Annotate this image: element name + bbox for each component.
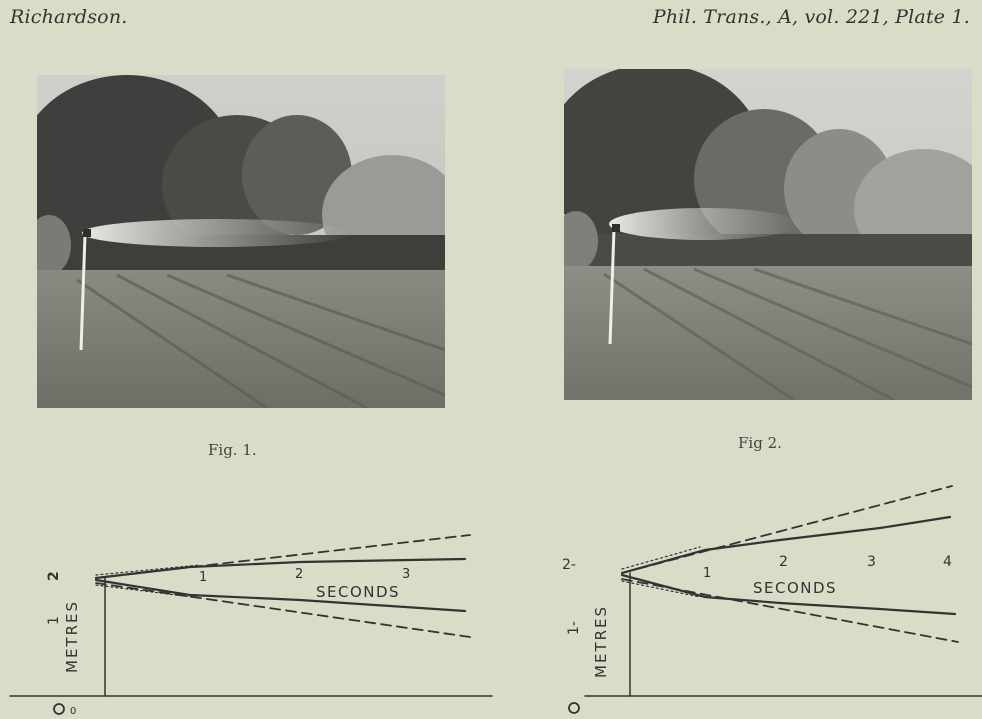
graph-right-lower-dashed [621, 578, 959, 643]
graph-left-lower-dashed [95, 582, 471, 638]
trajectory-graphs: 2 1 METRES 1 2 3 SECONDS 2- 1- METRES 0 … [9, 485, 982, 717]
photo-fig-1 [37, 75, 445, 408]
plate-author: Richardson. [10, 6, 128, 28]
graph-left-xlabel: SECONDS [316, 583, 400, 601]
graph-left-x-tick-1: 1 [199, 570, 207, 585]
graph-left-y-tick-2: 2 [46, 571, 62, 581]
graph-right-upper-dotted [621, 546, 701, 570]
graph-right-y-tick-1: 1- [566, 621, 582, 635]
graph-left-upper-dotted [95, 564, 201, 576]
graph-left-ylabel: METRES [63, 600, 81, 673]
graph-right-y-tick-2: 2- [562, 557, 576, 573]
caption-fig-1: Fig. 1. [208, 441, 257, 459]
plate-citation: Phil. Trans., A, vol. 221, Plate 1. [652, 6, 970, 28]
photo-fig-2 [564, 69, 972, 400]
graph-left-lower-dotted [95, 584, 201, 599]
graph-right-origin-zero [568, 702, 580, 714]
graph-right-x-tick-2: 2 [779, 554, 788, 570]
graph-right-x-tick-4: 4 [943, 554, 952, 570]
graph-left-x-tick-3: 3 [402, 567, 410, 582]
graph-right-upper-dashed [621, 485, 953, 574]
graph-left-lower-solid [94, 578, 467, 613]
graph-right-x-tick-1: 1 [703, 566, 711, 581]
graph-right-xlabel: SECONDS [753, 579, 837, 597]
graph-right-ylabel: METRES [592, 605, 610, 678]
graph-left-y-tick-1: 1 [46, 616, 62, 625]
caption-fig-2: Fig 2. [738, 434, 782, 452]
graph-left-x-tick-2: 2 [295, 567, 303, 582]
graph-left-upper-dashed [95, 534, 471, 579]
graph-right-x-tick-3: 3 [867, 554, 876, 570]
graph-left [9, 534, 493, 715]
graph-left-origin-zero [53, 703, 65, 715]
graph-right-lower-dotted [621, 580, 701, 598]
graph-right-y-tick-0: 0 [586, 702, 594, 717]
graph-left-y-tick-0: 0 [70, 706, 76, 717]
graph-right [568, 485, 982, 714]
